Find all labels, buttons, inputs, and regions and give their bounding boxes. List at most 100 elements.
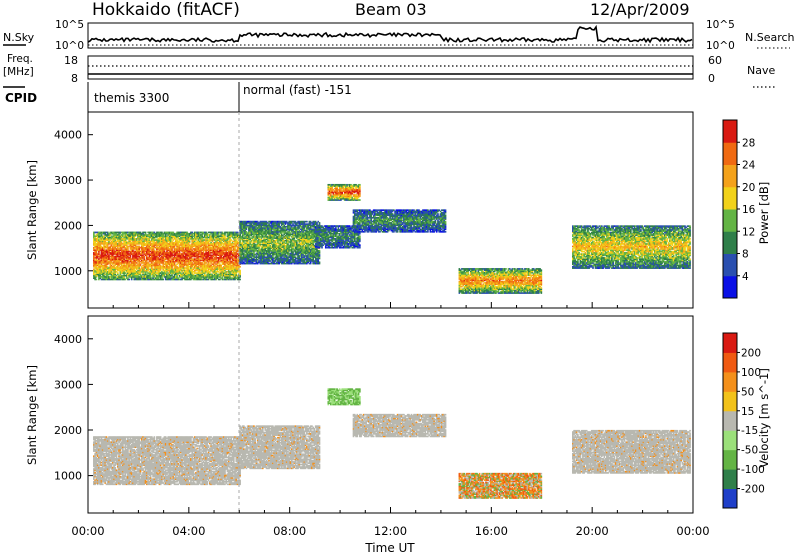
power-echo-cell xyxy=(122,258,124,260)
power-echo-cell xyxy=(133,235,136,238)
power-echo-cell xyxy=(111,276,114,278)
power-echo-cell xyxy=(120,246,123,249)
power-echo-cell xyxy=(104,255,107,258)
power-echo-cell xyxy=(125,232,128,235)
power-echo-cell xyxy=(118,269,120,272)
power-echo-cell xyxy=(148,278,151,281)
power-echo-cell xyxy=(128,241,130,244)
power-echo-cell xyxy=(95,274,98,277)
power-echo-cell xyxy=(100,254,103,257)
power-echo-cell xyxy=(151,258,153,260)
power-echo-cell xyxy=(133,277,136,279)
power-echo-cell xyxy=(145,268,148,271)
power-echo-cell xyxy=(109,260,112,263)
power-echo-cell xyxy=(143,258,146,260)
power-echo-cell xyxy=(110,251,113,254)
power-echo-cell xyxy=(113,245,115,248)
power-echo-cell xyxy=(173,245,176,248)
power-echo-cell xyxy=(138,239,141,241)
power-echo-cell xyxy=(148,235,151,238)
power-echo-cell xyxy=(114,274,117,277)
power-echo-cell xyxy=(133,253,136,255)
power-echo-cell xyxy=(118,240,120,243)
power-echo-cell xyxy=(129,259,132,262)
power-echo-cell xyxy=(105,269,108,272)
power-echo-cell xyxy=(163,272,166,274)
power-echo-cell xyxy=(135,278,138,281)
power-echo-cell xyxy=(144,250,147,253)
power-echo-cell xyxy=(172,268,175,271)
power-echo-cell xyxy=(172,272,175,274)
power-echo-cell xyxy=(156,251,158,254)
power-echo-cell xyxy=(161,231,163,234)
power-echo-cell xyxy=(157,232,159,235)
power-echo-cell xyxy=(156,248,158,250)
power-echo-cell xyxy=(158,254,161,257)
power-echo-cell xyxy=(157,237,159,240)
power-echo-cell xyxy=(119,270,122,273)
power-echo-cell xyxy=(109,269,112,272)
power-echo-cell xyxy=(114,264,117,267)
power-echo-cell xyxy=(163,245,166,248)
power-echo-cell xyxy=(113,276,115,278)
power-echo-cell xyxy=(147,277,149,279)
power-echo-cell xyxy=(144,240,147,243)
power-echo-cell xyxy=(161,245,163,248)
power-echo-cell xyxy=(171,268,173,271)
power-echo-cell xyxy=(128,239,130,241)
power-echo-cell xyxy=(168,241,171,244)
power-echo-cell xyxy=(142,243,144,245)
freq-label-1: Freq. xyxy=(7,53,33,65)
power-echo-cell xyxy=(105,249,108,252)
cpid-label: CPID xyxy=(5,91,37,105)
power-echo-cell xyxy=(135,262,138,264)
power-echo-cell xyxy=(139,246,142,249)
power-echo-cell xyxy=(140,234,143,236)
power-echo-cell xyxy=(104,240,107,243)
power-echo-cell xyxy=(120,260,123,263)
power-echo-cell xyxy=(95,273,98,276)
power-echo-cell xyxy=(96,259,99,262)
power-echo-cell xyxy=(109,268,112,271)
power-echo-cell xyxy=(161,259,163,262)
power-echo-cell xyxy=(171,232,173,235)
power-echo-cell xyxy=(103,277,105,279)
power-echo-cell xyxy=(129,258,132,260)
power-echo-cell xyxy=(101,239,104,241)
power-echo-cell xyxy=(127,246,129,249)
power-echo-cell xyxy=(162,260,165,263)
freq-panel-frame xyxy=(87,55,694,80)
power-echo-cell xyxy=(133,259,136,262)
power-echo-cell xyxy=(125,273,128,276)
power-echo-cell xyxy=(110,257,113,259)
power-echo-cell xyxy=(95,262,98,264)
power-echo-cell xyxy=(166,253,168,255)
power-echo-cell xyxy=(145,237,148,240)
power-echo-cell xyxy=(137,241,139,244)
power-echo-cell xyxy=(109,248,112,250)
power-echo-cell xyxy=(151,269,153,272)
power-echo-cell xyxy=(103,274,105,277)
power-echo-cell xyxy=(147,267,149,269)
power-echo-cell xyxy=(144,235,147,238)
power-echo-cell xyxy=(93,276,95,278)
power-echo-cell xyxy=(105,243,108,245)
power-echo-cell xyxy=(144,234,147,236)
power-echo-cell xyxy=(114,244,117,246)
power-echo-cell xyxy=(156,277,158,279)
power-echo-cell xyxy=(152,276,154,278)
power-echo-cell xyxy=(113,268,115,271)
power-echo-cell xyxy=(138,258,141,260)
power-echo-cell xyxy=(154,274,157,277)
power-echo-cell xyxy=(122,245,124,248)
power-echo-cell xyxy=(158,259,161,262)
power-echo-cell xyxy=(96,257,99,259)
power-echo-cell xyxy=(158,265,161,268)
power-echo-cell xyxy=(169,248,172,250)
power-echo-cell xyxy=(142,237,144,240)
power-echo-cell xyxy=(161,251,163,254)
power-echo-cell xyxy=(138,262,141,264)
power-echo-cell xyxy=(159,248,162,250)
power-echo-cell xyxy=(172,231,175,234)
power-echo-cell xyxy=(122,278,124,281)
